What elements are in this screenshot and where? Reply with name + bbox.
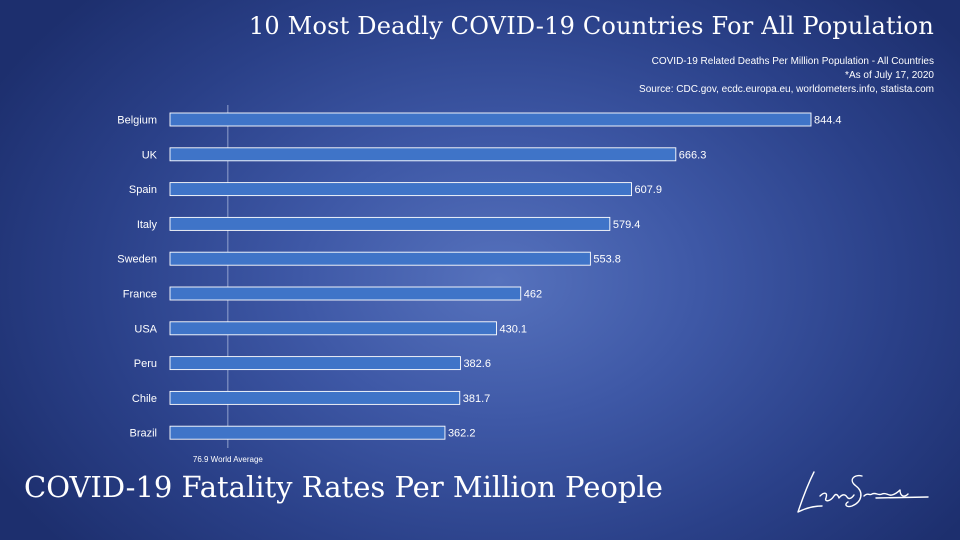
category-label-chile: Chile	[132, 393, 157, 405]
category-label-france: France	[123, 289, 157, 301]
category-label-peru: Peru	[134, 358, 157, 370]
category-label-usa: USA	[134, 323, 157, 335]
date-note: *As of July 17, 2020	[845, 70, 934, 81]
bar-belgium	[169, 112, 812, 127]
signature-logo	[797, 471, 929, 513]
category-label-spain: Spain	[129, 184, 157, 196]
value-label-belgium: 844.4	[814, 115, 842, 127]
value-label-usa: 430.1	[499, 323, 527, 335]
source-note: Source: CDC.gov, ecdc.europa.eu, worldom…	[639, 84, 934, 95]
footer-title: COVID-19 Fatality Rates Per Million Peop…	[24, 470, 663, 504]
bar-uk	[169, 147, 677, 162]
bar-peru	[169, 356, 461, 371]
value-label-peru: 382.6	[463, 358, 491, 370]
category-label-brazil: Brazil	[129, 428, 157, 440]
bar-brazil	[169, 425, 446, 440]
category-label-uk: UK	[142, 149, 158, 161]
bar-spain	[169, 182, 632, 197]
category-label-sweden: Sweden	[117, 254, 157, 266]
chart-title: 10 Most Deadly COVID-19 Countries For Al…	[248, 12, 934, 40]
value-label-france: 462	[524, 289, 542, 301]
value-label-italy: 579.4	[613, 219, 641, 231]
bar-italy	[169, 216, 611, 231]
bar-france	[169, 286, 522, 301]
category-label-italy: Italy	[137, 219, 158, 231]
bar-sweden	[169, 251, 591, 266]
category-label-belgium: Belgium	[117, 115, 157, 127]
bar-chile	[169, 390, 461, 405]
value-label-sweden: 553.8	[593, 254, 621, 266]
bar-usa	[169, 321, 497, 336]
world-average-label: 76.9 World Average	[193, 455, 264, 464]
value-label-brazil: 362.2	[448, 428, 476, 440]
chart-subtitle: COVID-19 Related Deaths Per Million Popu…	[651, 56, 934, 67]
value-label-chile: 381.7	[463, 393, 491, 405]
value-label-spain: 607.9	[634, 184, 662, 196]
value-label-uk: 666.3	[679, 149, 707, 161]
